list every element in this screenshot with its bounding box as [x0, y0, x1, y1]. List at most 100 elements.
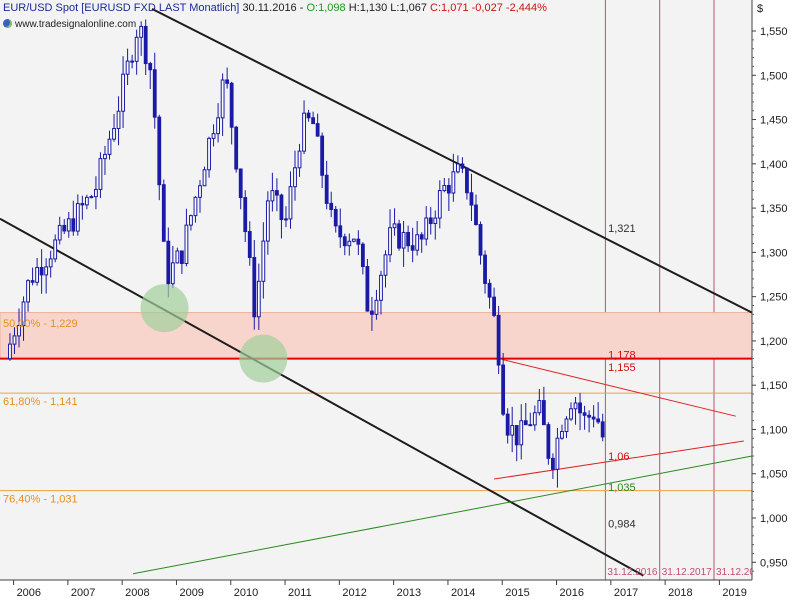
- candle-body: [455, 163, 460, 173]
- x-axis-panel: [0, 580, 800, 600]
- candle-body: [451, 171, 456, 194]
- candle-body: [379, 274, 383, 301]
- x-tick-label: 2006: [17, 587, 41, 599]
- candle-body: [492, 296, 496, 316]
- fib-level-label: 50,00% - 1,229: [3, 318, 78, 330]
- candle-body: [288, 186, 293, 220]
- x-tick-label: 2007: [71, 587, 95, 599]
- candle-body: [437, 190, 442, 219]
- candle-body: [297, 150, 302, 169]
- candle-body: [30, 280, 35, 283]
- globe-icon: [3, 19, 12, 28]
- candle-body: [474, 204, 478, 226]
- candle-body: [39, 266, 44, 276]
- labels-layer: 50,00% - 1,229 61,80% - 1,141 76,40% - 1,0…: [3, 223, 755, 578]
- candle-body: [80, 203, 85, 206]
- candle-body: [496, 314, 501, 366]
- channel-line: [0, 217, 644, 577]
- candle-body: [370, 310, 374, 315]
- candle-body: [94, 188, 98, 198]
- candle-body: [252, 257, 257, 318]
- candle-body: [216, 117, 220, 135]
- candle-body: [541, 400, 546, 426]
- chart-header: EUR/USD Spot [EURUSD FXD LAST Monatlich]…: [3, 2, 547, 14]
- candle-body: [406, 231, 411, 247]
- candle-body: [469, 192, 474, 206]
- candle-body: [560, 431, 564, 439]
- candle-body: [347, 240, 352, 247]
- x-tick-label: 2008: [125, 587, 149, 599]
- candle-body: [256, 280, 261, 318]
- candle-body: [360, 243, 365, 268]
- candle-body: [270, 190, 275, 202]
- candle-body: [103, 153, 107, 160]
- candle-body: [342, 236, 347, 247]
- candle-body: [532, 412, 537, 426]
- candles-layer: [8, 19, 605, 488]
- candle-body: [62, 224, 67, 232]
- y-axis-unit: $: [757, 3, 763, 15]
- candle-body: [365, 266, 370, 312]
- candle-body: [505, 413, 510, 436]
- triangle-line: [502, 359, 736, 417]
- y-tick-label: 1,450: [760, 115, 788, 127]
- channel-line: [151, 7, 753, 314]
- candle-body: [555, 437, 560, 470]
- candle-body: [293, 167, 297, 188]
- projection-label: 1,155: [608, 362, 636, 374]
- candle-body: [175, 250, 180, 264]
- candle-body: [229, 82, 234, 128]
- candle-body: [148, 63, 153, 71]
- x-tick-label: 2018: [668, 587, 692, 599]
- candle-body: [66, 218, 71, 232]
- candle-body: [143, 25, 148, 65]
- candle-body: [315, 123, 320, 137]
- x-tick-label: 2013: [397, 587, 421, 599]
- candle-body: [329, 202, 334, 210]
- highlight-circle: [239, 334, 288, 383]
- grid-layer: [604, 0, 715, 580]
- y-tick-label: 1,200: [760, 336, 788, 348]
- candle-body: [139, 25, 144, 38]
- candle-body: [243, 197, 248, 233]
- bar-date: 30.11.2016: [242, 2, 297, 14]
- change-pct-value: -2,444%: [505, 2, 547, 14]
- candle-body: [392, 223, 397, 229]
- candle-body: [161, 184, 166, 242]
- projection-label: 1,035: [608, 482, 636, 494]
- y-tick-label: 1,000: [760, 513, 788, 525]
- fib-level-label: 76,40% - 1,031: [3, 494, 78, 506]
- projection-label: 1,321: [608, 223, 636, 235]
- x-tick-label: 2015: [505, 587, 529, 599]
- website-line: www.tradesignalonline.com: [3, 19, 136, 30]
- candle-body: [374, 299, 379, 315]
- candle-body: [564, 418, 569, 433]
- candle-body: [12, 335, 17, 345]
- projection-label: 0,984: [608, 519, 636, 531]
- candle-body: [415, 234, 420, 251]
- candle-body: [53, 239, 58, 260]
- candle-body: [578, 402, 582, 414]
- x-tick-label: 2017: [614, 587, 638, 599]
- candle-body: [424, 217, 429, 240]
- candle-body: [170, 262, 175, 285]
- candle-body: [356, 238, 361, 245]
- candle-body: [211, 133, 216, 139]
- y-tick-label: 1,400: [760, 159, 788, 171]
- x-tick-label: 2019: [722, 587, 746, 599]
- website-link[interactable]: www.tradesignalonline.com: [15, 19, 137, 30]
- candle-body: [591, 416, 596, 420]
- candle-body: [71, 218, 76, 232]
- candle-body: [487, 282, 492, 298]
- open-value: O:1,098: [306, 2, 346, 14]
- x-tick-label: 2010: [234, 587, 258, 599]
- instrument-title: EUR/USD Spot [EURUSD FXD LAST Monatlich]: [3, 2, 240, 14]
- candle-body: [275, 190, 279, 196]
- date-marker-label: 31.12.2016: [607, 567, 657, 578]
- candle-body: [587, 414, 592, 418]
- y-tick-label: 1,300: [760, 247, 788, 259]
- candle-body: [8, 343, 12, 360]
- candle-body: [166, 240, 171, 285]
- y-tick-label: 1,350: [760, 203, 788, 215]
